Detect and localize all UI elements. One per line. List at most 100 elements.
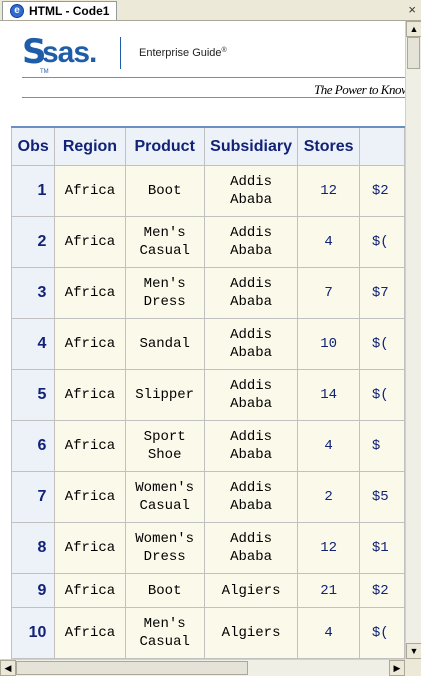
cell-obs: 7 <box>12 472 55 523</box>
column-header-obs: Obs <box>12 127 55 166</box>
cell-product: Women's Dress <box>125 523 204 574</box>
cell-stores: 4 <box>298 217 360 268</box>
tagline: The Power to Know <box>314 82 405 98</box>
scroll-up-button[interactable]: ▲ <box>406 21 421 37</box>
table-row: 6 Africa Sport Shoe Addis Ababa 4 $ <box>12 421 405 472</box>
cell-product: Boot <box>125 574 204 608</box>
cell-subsidiary: Addis Ababa <box>204 370 298 421</box>
cell-sales: $2 <box>359 166 404 217</box>
table-row: 1 Africa Boot Addis Ababa 12 $2 <box>12 166 405 217</box>
cell-stores: 4 <box>298 608 360 659</box>
sas-logo: S sas. TM <box>22 33 108 71</box>
cell-product: Sandal <box>125 319 204 370</box>
scroll-right-button[interactable]: ▶ <box>389 660 405 676</box>
cell-product: Men's Casual <box>125 608 204 659</box>
table-row: 4 Africa Sandal Addis Ababa 10 $( <box>12 319 405 370</box>
close-icon[interactable]: × <box>408 2 416 18</box>
cell-stores: 2 <box>298 472 360 523</box>
cell-obs: 3 <box>12 268 55 319</box>
cell-region: Africa <box>55 574 125 608</box>
cell-subsidiary: Addis Ababa <box>204 421 298 472</box>
cell-subsidiary: Algiers <box>204 574 298 608</box>
table-header-row: Obs Region Product Subsidiary Stores <box>12 127 405 166</box>
cell-stores: 4 <box>298 421 360 472</box>
vertical-scrollbar[interactable]: ▲ ▼ <box>405 21 421 659</box>
data-table: Obs Region Product Subsidiary Stores 1 Af… <box>11 126 405 659</box>
cell-obs: 10 <box>12 608 55 659</box>
cell-sales: $5 <box>359 472 404 523</box>
cell-sales: $( <box>359 217 404 268</box>
horizontal-scroll-thumb[interactable] <box>16 661 248 675</box>
cell-region: Africa <box>55 421 125 472</box>
cell-region: Africa <box>55 217 125 268</box>
tab-html-code1[interactable]: e HTML - Code1 <box>2 1 117 20</box>
cell-region: Africa <box>55 319 125 370</box>
cell-product: Boot <box>125 166 204 217</box>
sas-logo-wordmark: sas. <box>42 38 96 68</box>
html-viewer: S sas. TM Enterprise Guide® The Power to… <box>0 21 405 659</box>
cell-subsidiary: Addis Ababa <box>204 523 298 574</box>
cell-obs: 1 <box>12 166 55 217</box>
cell-subsidiary: Algiers <box>204 608 298 659</box>
cell-subsidiary: Addis Ababa <box>204 319 298 370</box>
scroll-down-button[interactable]: ▼ <box>406 643 421 659</box>
sas-banner: S sas. TM Enterprise Guide® The Power to… <box>0 21 405 121</box>
vertical-scroll-thumb[interactable] <box>407 37 420 69</box>
cell-region: Africa <box>55 166 125 217</box>
cell-product: Women's Casual <box>125 472 204 523</box>
cell-product: Sport Shoe <box>125 421 204 472</box>
column-header-sales <box>359 127 404 166</box>
cell-obs: 2 <box>12 217 55 268</box>
cell-region: Africa <box>55 370 125 421</box>
table-row: 3 Africa Men's Dress Addis Ababa 7 $7 <box>12 268 405 319</box>
table-row: 8 Africa Women's Dress Addis Ababa 12 $1 <box>12 523 405 574</box>
cell-obs: 5 <box>12 370 55 421</box>
cell-obs: 4 <box>12 319 55 370</box>
table-row: 5 Africa Slipper Addis Ababa 14 $( <box>12 370 405 421</box>
table-row: 9 Africa Boot Algiers 21 $2 <box>12 574 405 608</box>
tab-strip: e HTML - Code1 × <box>0 0 421 21</box>
scrollbar-corner <box>405 659 421 676</box>
registered-mark: ® <box>222 47 227 54</box>
tab-label: HTML - Code1 <box>29 4 109 18</box>
cell-sales: $( <box>359 370 404 421</box>
cell-stores: 12 <box>298 166 360 217</box>
cell-region: Africa <box>55 472 125 523</box>
cell-product: Men's Dress <box>125 268 204 319</box>
cell-sales: $2 <box>359 574 404 608</box>
tagline-divider <box>22 97 405 98</box>
table-row: 2 Africa Men's Casual Addis Ababa 4 $( <box>12 217 405 268</box>
cell-region: Africa <box>55 268 125 319</box>
cell-sales: $1 <box>359 523 404 574</box>
cell-subsidiary: Addis Ababa <box>204 166 298 217</box>
cell-subsidiary: Addis Ababa <box>204 472 298 523</box>
html-document-icon: e <box>10 4 24 18</box>
cell-product: Slipper <box>125 370 204 421</box>
cell-sales: $( <box>359 319 404 370</box>
column-header-product: Product <box>125 127 204 166</box>
product-name: Enterprise Guide® <box>139 47 227 59</box>
cell-sales: $ <box>359 421 404 472</box>
table-row: 7 Africa Women's Casual Addis Ababa 2 $5 <box>12 472 405 523</box>
cell-subsidiary: Addis Ababa <box>204 217 298 268</box>
cell-product: Men's Casual <box>125 217 204 268</box>
cell-stores: 10 <box>298 319 360 370</box>
table-body: 1 Africa Boot Addis Ababa 12 $2 2 Africa Men's C… <box>12 166 405 659</box>
horizontal-scrollbar[interactable]: ◀ ▶ <box>0 659 405 676</box>
cell-stores: 7 <box>298 268 360 319</box>
banner-divider <box>22 77 405 78</box>
cell-sales: $7 <box>359 268 404 319</box>
cell-subsidiary: Addis Ababa <box>204 268 298 319</box>
cell-stores: 21 <box>298 574 360 608</box>
logo-divider <box>120 37 121 69</box>
cell-region: Africa <box>55 523 125 574</box>
cell-obs: 6 <box>12 421 55 472</box>
cell-sales: $( <box>359 608 404 659</box>
cell-stores: 12 <box>298 523 360 574</box>
cell-obs: 8 <box>12 523 55 574</box>
column-header-region: Region <box>55 127 125 166</box>
cell-stores: 14 <box>298 370 360 421</box>
trademark-mark: TM <box>40 69 49 75</box>
column-header-subsidiary: Subsidiary <box>204 127 298 166</box>
scroll-left-button[interactable]: ◀ <box>0 660 16 676</box>
